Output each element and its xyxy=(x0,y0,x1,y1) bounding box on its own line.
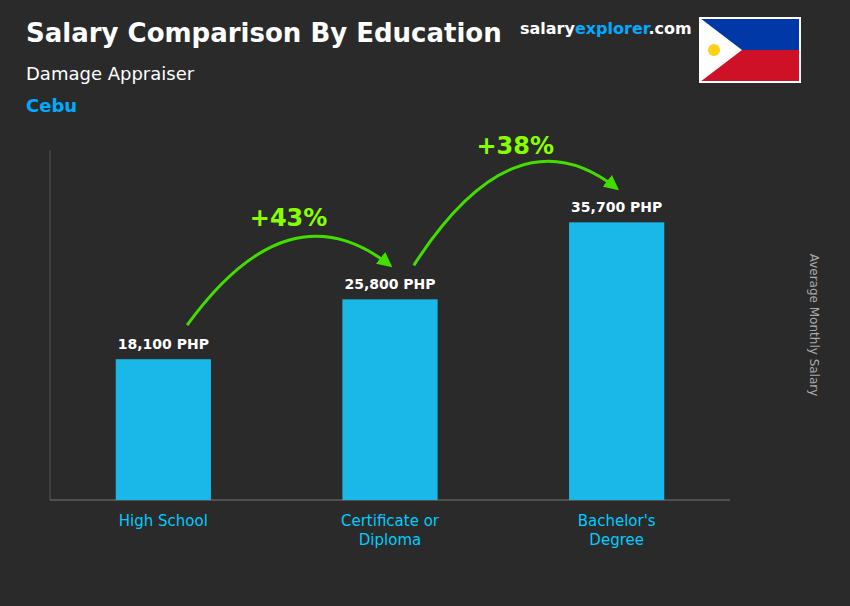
arc-arrow xyxy=(414,161,617,265)
annotation: +38% xyxy=(476,132,554,160)
bars xyxy=(116,222,665,500)
data-label: 18,100 PHP xyxy=(118,336,209,352)
bar xyxy=(342,299,437,500)
y-axis-label: Average Monthly Salary xyxy=(807,254,821,397)
chart-container: Salary Comparison By Education Damage App… xyxy=(0,0,850,606)
bar xyxy=(569,222,664,500)
brand-part: .com xyxy=(648,19,691,38)
bar xyxy=(116,359,211,500)
brand: salaryexplorer.com xyxy=(520,19,692,38)
data-label: 35,700 PHP xyxy=(571,199,662,215)
x-tick-label: Certificate orDiploma xyxy=(341,512,440,549)
brand-part: explorer xyxy=(575,19,651,38)
title: Salary Comparison By Education xyxy=(26,18,502,48)
chart: Salary Comparison By Education Damage App… xyxy=(0,0,850,606)
location: Cebu xyxy=(26,95,77,116)
y-axis-line xyxy=(50,150,51,500)
data-label: 25,800 PHP xyxy=(344,276,435,292)
annotation: +43% xyxy=(250,204,328,232)
flag xyxy=(700,18,800,82)
arc-arrow xyxy=(187,236,390,325)
x-tick-label: Bachelor'sDegree xyxy=(578,512,656,549)
brand-part: salary xyxy=(520,19,575,38)
subtitle: Damage Appraiser xyxy=(26,63,195,84)
background xyxy=(0,0,850,606)
x-tick-label: High School xyxy=(119,512,208,530)
